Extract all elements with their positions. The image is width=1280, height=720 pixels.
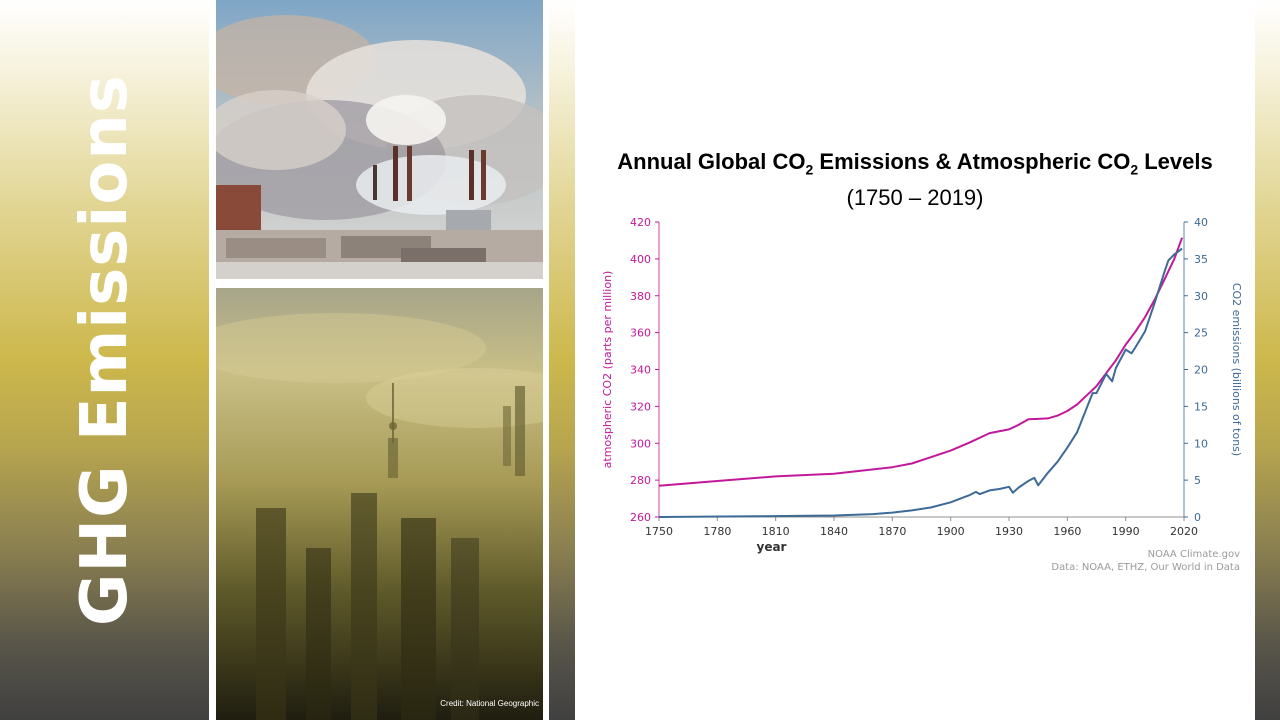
left-tick-label: 260	[630, 511, 651, 524]
right-tick-label: 0	[1194, 511, 1201, 524]
chart-title-main: Annual Global CO2 Emissions & Atmospheri…	[617, 149, 1213, 178]
x-tick-label: 1780	[703, 525, 731, 538]
left-tick-label: 280	[630, 474, 651, 487]
atmospheric-co2-line	[658, 237, 1184, 487]
x-tick-label: 1900	[937, 525, 965, 538]
left-tick-label: 320	[630, 400, 651, 413]
left-axis-label: atmospheric CO2 (parts per million)	[601, 271, 614, 469]
x-tick-label: 1960	[1053, 525, 1081, 538]
co2-emissions-line	[658, 247, 1183, 518]
left-tick-label: 360	[630, 327, 651, 340]
right-tick-label: 30	[1194, 290, 1208, 303]
co2-line-chart: 1750 1780 1810 1840 1870 1900 1930 1960 1990 2020…	[601, 216, 1243, 573]
x-tick-label: 1870	[878, 525, 906, 538]
smokestacks-photo	[216, 0, 543, 279]
chart-title: Annual Global CO2 Emissions & Atmospheri…	[590, 147, 1240, 212]
x-tick-label: 1930	[995, 525, 1023, 538]
chart-title-range: (1750 – 2019)	[846, 185, 984, 211]
right-tick-label: 25	[1194, 327, 1208, 340]
left-tick-label: 400	[630, 253, 651, 266]
x-tick-label: 1810	[762, 525, 790, 538]
left-gradient-band	[0, 0, 209, 720]
photo-credit: Credit: National Geographic	[440, 699, 539, 708]
left-tick-label: 420	[630, 216, 651, 229]
x-axis-label: year	[757, 540, 787, 554]
slide-title: GHG Emissions	[68, 74, 142, 626]
left-tick-label: 380	[630, 290, 651, 303]
right-tick-label: 40	[1194, 216, 1208, 229]
x-tick-label: 1750	[645, 525, 673, 538]
source-line: NOAA Climate.gov	[1148, 549, 1240, 560]
left-tick-label: 340	[630, 364, 651, 377]
right-axis-label: CO2 emissions (billions of tons)	[1230, 283, 1243, 456]
middle-gradient-band	[549, 0, 575, 720]
left-tick-label: 300	[630, 437, 651, 450]
right-tick-label: 20	[1194, 364, 1208, 377]
right-tick-label: 5	[1194, 474, 1201, 487]
smog-city-photo: Credit: National Geographic	[216, 288, 543, 720]
x-tick-label: 1840	[820, 525, 848, 538]
x-tick-label: 2020	[1170, 525, 1198, 538]
x-tick-label: 1990	[1112, 525, 1140, 538]
right-gradient-band	[1255, 0, 1280, 720]
right-tick-label: 15	[1194, 400, 1208, 413]
right-tick-label: 10	[1194, 437, 1208, 450]
source-line: Data: NOAA, ETHZ, Our World in Data	[1051, 562, 1240, 573]
right-tick-label: 35	[1194, 253, 1208, 266]
